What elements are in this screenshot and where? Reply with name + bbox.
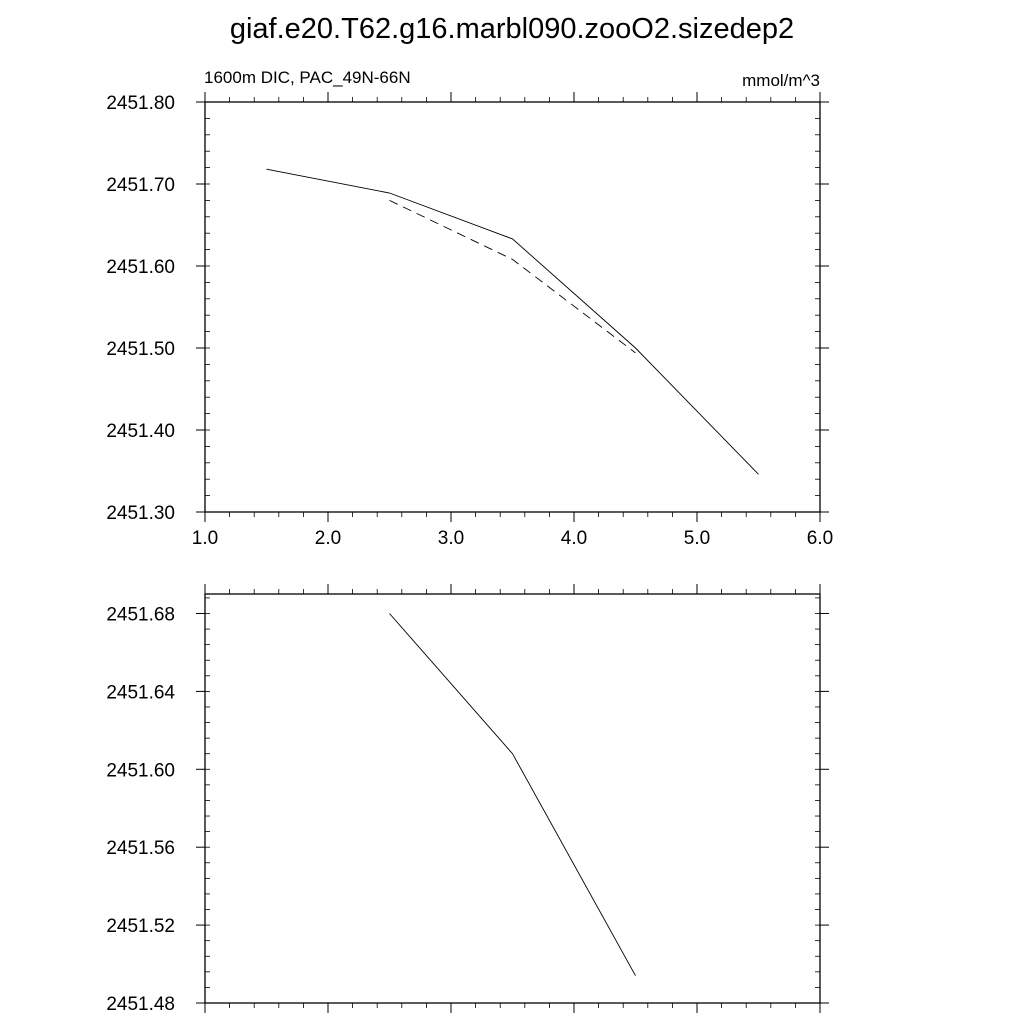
bottom-series-1-solid-line xyxy=(389,613,636,976)
top-y-tick-label: 2451.70 xyxy=(106,175,175,196)
bottom-y-tick-label: 2451.64 xyxy=(106,682,175,703)
bottom-y-tick-label: 2451.56 xyxy=(106,838,175,859)
top-plot-frame xyxy=(204,101,821,513)
top-y-tick-label: 2451.80 xyxy=(106,93,175,114)
top-series-2-dashed-line xyxy=(389,199,636,354)
top-y-tick-label: 2451.30 xyxy=(106,503,175,524)
bottom-plot-frame xyxy=(204,593,821,1004)
top-y-tick-label: 2451.40 xyxy=(106,421,175,442)
bottom-y-tick-label: 2451.48 xyxy=(106,994,175,1015)
top-x-tick-label: 5.0 xyxy=(684,528,710,549)
top-x-tick-label: 3.0 xyxy=(438,528,464,549)
bottom-panel: 2451.48 2451.52 2451.56 2451.60 2451.64 2451.… xyxy=(106,584,829,1015)
bottom-y-tick-label: 2451.52 xyxy=(106,916,175,937)
top-x-tick-label: 6.0 xyxy=(807,528,833,549)
top-series-1-solid-line xyxy=(266,168,759,475)
top-panel-units-label: mmol/m^3 xyxy=(742,71,820,90)
top-panel-left-label: 1600m DIC, PAC_49N-66N xyxy=(204,68,411,87)
top-panel: 1600m DIC, PAC_49N-66N mmol/m^3 1.0 2.0 3.… xyxy=(106,68,833,549)
bottom-y-tick-label: 2451.68 xyxy=(106,604,175,625)
top-y-tick-label: 2451.60 xyxy=(106,257,175,278)
top-x-tick-label: 4.0 xyxy=(561,528,587,549)
top-y-tick-label: 2451.50 xyxy=(106,339,175,360)
bottom-y-tick-label: 2451.60 xyxy=(106,760,175,781)
chart-title: giaf.e20.T62.g16.marbl090.zooO2.sizedep2 xyxy=(230,13,794,45)
top-x-tick-label: 1.0 xyxy=(192,528,218,549)
top-x-tick-label: 2.0 xyxy=(315,528,341,549)
